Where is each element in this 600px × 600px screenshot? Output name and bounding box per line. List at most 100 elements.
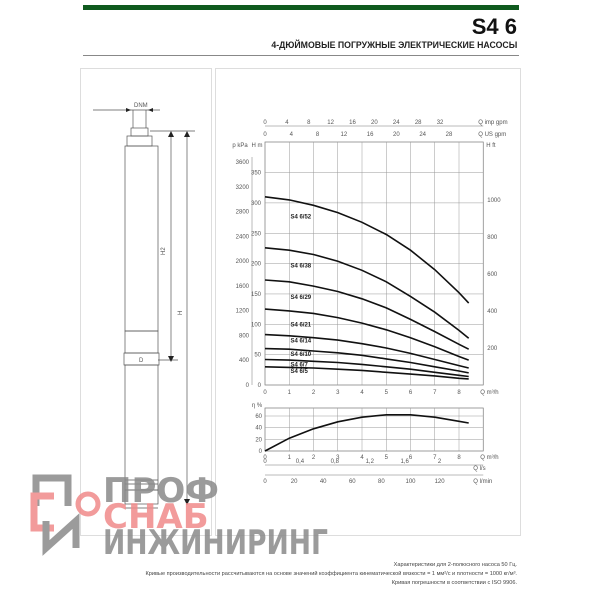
x-tick-label: 6: [409, 390, 413, 396]
watermark-logo: ПРОФ СНАБ ИНЖИНИРИНГ: [30, 471, 328, 558]
logo-p-icon: [32, 474, 72, 506]
d-label: D: [139, 358, 144, 364]
curve-label: S4 6/10: [290, 352, 311, 358]
y-tick-label: 150: [251, 292, 262, 298]
logo-i-icon: [42, 513, 80, 556]
us-gpm-tick-label: 24: [419, 132, 426, 138]
ls-tick-label: 0,4: [296, 459, 305, 465]
imp-gpm-tick-label: 24: [393, 120, 400, 126]
pressure-axis-label: p kPa: [232, 143, 248, 149]
curve-label: S4 6/7: [290, 362, 308, 368]
eff-x-tick-label: 5: [385, 455, 389, 461]
lmin-axis-label: Q l/min: [473, 479, 492, 485]
pressure-tick-label: 2000: [236, 259, 250, 265]
feet-axis-label: H ft: [486, 143, 496, 149]
logo-line-2: СНАБ: [103, 497, 209, 537]
feet-tick-label: 400: [487, 309, 498, 315]
eff-x-tick-label: 8: [457, 455, 461, 461]
efficiency-curve: [264, 414, 469, 452]
eff-y-axis-label: η %: [252, 403, 263, 409]
x-tick-label: 2: [312, 390, 316, 396]
page-title: S4 6: [471, 14, 517, 39]
eff-x-tick-label: 7: [433, 455, 437, 461]
ls-tick-label: 2: [438, 459, 442, 465]
curve-s4-6-38: [264, 247, 470, 339]
accent-bar: [83, 5, 519, 10]
eff-x-tick-label: 2: [312, 455, 316, 461]
y-tick-label: 350: [251, 171, 262, 177]
h-label: H: [178, 311, 184, 315]
eff-x-axis-label: Q m³/h: [480, 455, 498, 461]
x-tick-label: 1: [288, 390, 292, 396]
x-axis-label: Q m³/h: [480, 390, 498, 396]
us-gpm-tick-label: 8: [316, 132, 320, 138]
curve-label: S4 6/21: [290, 322, 311, 328]
pressure-tick-label: 400: [239, 358, 250, 364]
drawing-panel: [80, 68, 212, 536]
logo-line-3: ИНЖИНИРИНГ: [103, 523, 328, 558]
footnote-1: Характеристики для 2-полюсного насоса 50…: [393, 562, 517, 568]
footnote-3: Кривая погрешности в соответствии с ISO …: [391, 580, 517, 586]
x-tick-label: 3: [336, 390, 340, 396]
x-tick-label: 4: [360, 390, 364, 396]
pressure-tick-label: 3200: [236, 185, 250, 191]
eff-x-tick-label: 1: [288, 455, 292, 461]
us-gpm-tick-label: 28: [446, 132, 453, 138]
curve-s4-6-7: [264, 358, 469, 378]
us-gpm-axis-label: Q US gpm: [478, 132, 506, 138]
imp-gpm-tick-label: 16: [349, 120, 356, 126]
imp-gpm-tick-label: 28: [415, 120, 422, 126]
curve-label: S4 6/52: [290, 214, 311, 220]
pressure-tick-label: 0: [246, 383, 250, 389]
eff-y-tick-label: 0: [259, 449, 263, 455]
curve-s4-6-5: [264, 366, 469, 380]
eff-y-tick-label: 40: [255, 426, 262, 432]
y-tick-label: 50: [254, 353, 261, 359]
curve-s4-6-21: [264, 308, 469, 361]
imp-gpm-tick-label: 8: [307, 120, 311, 126]
ls-axis-label: Q l/s: [473, 466, 485, 472]
y-tick-label: 300: [251, 201, 262, 207]
pressure-tick-label: 1600: [236, 284, 250, 290]
pressure-tick-label: 800: [239, 333, 250, 339]
ls-tick-label: 1,6: [401, 459, 410, 465]
lmin-tick-label: 120: [435, 479, 446, 485]
lmin-tick-label: 80: [378, 479, 385, 485]
eff-x-tick-label: 6: [409, 455, 413, 461]
imp-gpm-tick-label: 32: [437, 120, 444, 126]
curve-s4-6-52: [264, 196, 470, 304]
feet-tick-label: 800: [487, 235, 498, 241]
feet-tick-label: 1000: [487, 198, 501, 204]
imp-gpm-tick-label: 12: [327, 120, 334, 126]
us-gpm-tick-label: 16: [367, 132, 374, 138]
footnote-2: Кривые производительности рассчитываются…: [145, 571, 517, 577]
pressure-tick-label: 1200: [236, 309, 250, 315]
imp-gpm-axis-label: Q imp gpm: [478, 120, 507, 126]
us-gpm-tick-label: 0: [263, 132, 267, 138]
logo-gear-icon: [75, 491, 101, 517]
x-tick-label: 0: [263, 390, 267, 396]
eff-x-tick-label: 0: [263, 455, 267, 461]
x-tick-label: 7: [433, 390, 437, 396]
imp-gpm-tick-label: 0: [263, 120, 267, 126]
ls-tick-label: 1,2: [366, 459, 375, 465]
x-tick-label: 8: [457, 390, 461, 396]
lmin-tick-label: 40: [320, 479, 327, 485]
curve-s4-6-29: [264, 279, 470, 350]
eff-y-tick-label: 20: [255, 437, 262, 443]
logo-line-1: ПРОФ: [103, 471, 219, 511]
lmin-tick-label: 60: [349, 479, 356, 485]
pressure-tick-label: 2800: [236, 210, 250, 216]
y-tick-label: 250: [251, 231, 262, 237]
pressure-tick-label: 2400: [236, 234, 250, 240]
eff-y-tick-label: 60: [255, 414, 262, 420]
curve-label: S4 6/5: [290, 369, 308, 375]
lmin-tick-label: 100: [405, 479, 416, 485]
x-tick-label: 5: [385, 390, 389, 396]
curve-label: S4 6/14: [290, 339, 311, 345]
lmin-tick-label: 20: [291, 479, 298, 485]
feet-tick-label: 600: [487, 272, 498, 278]
pressure-tick-label: 3600: [236, 160, 250, 166]
